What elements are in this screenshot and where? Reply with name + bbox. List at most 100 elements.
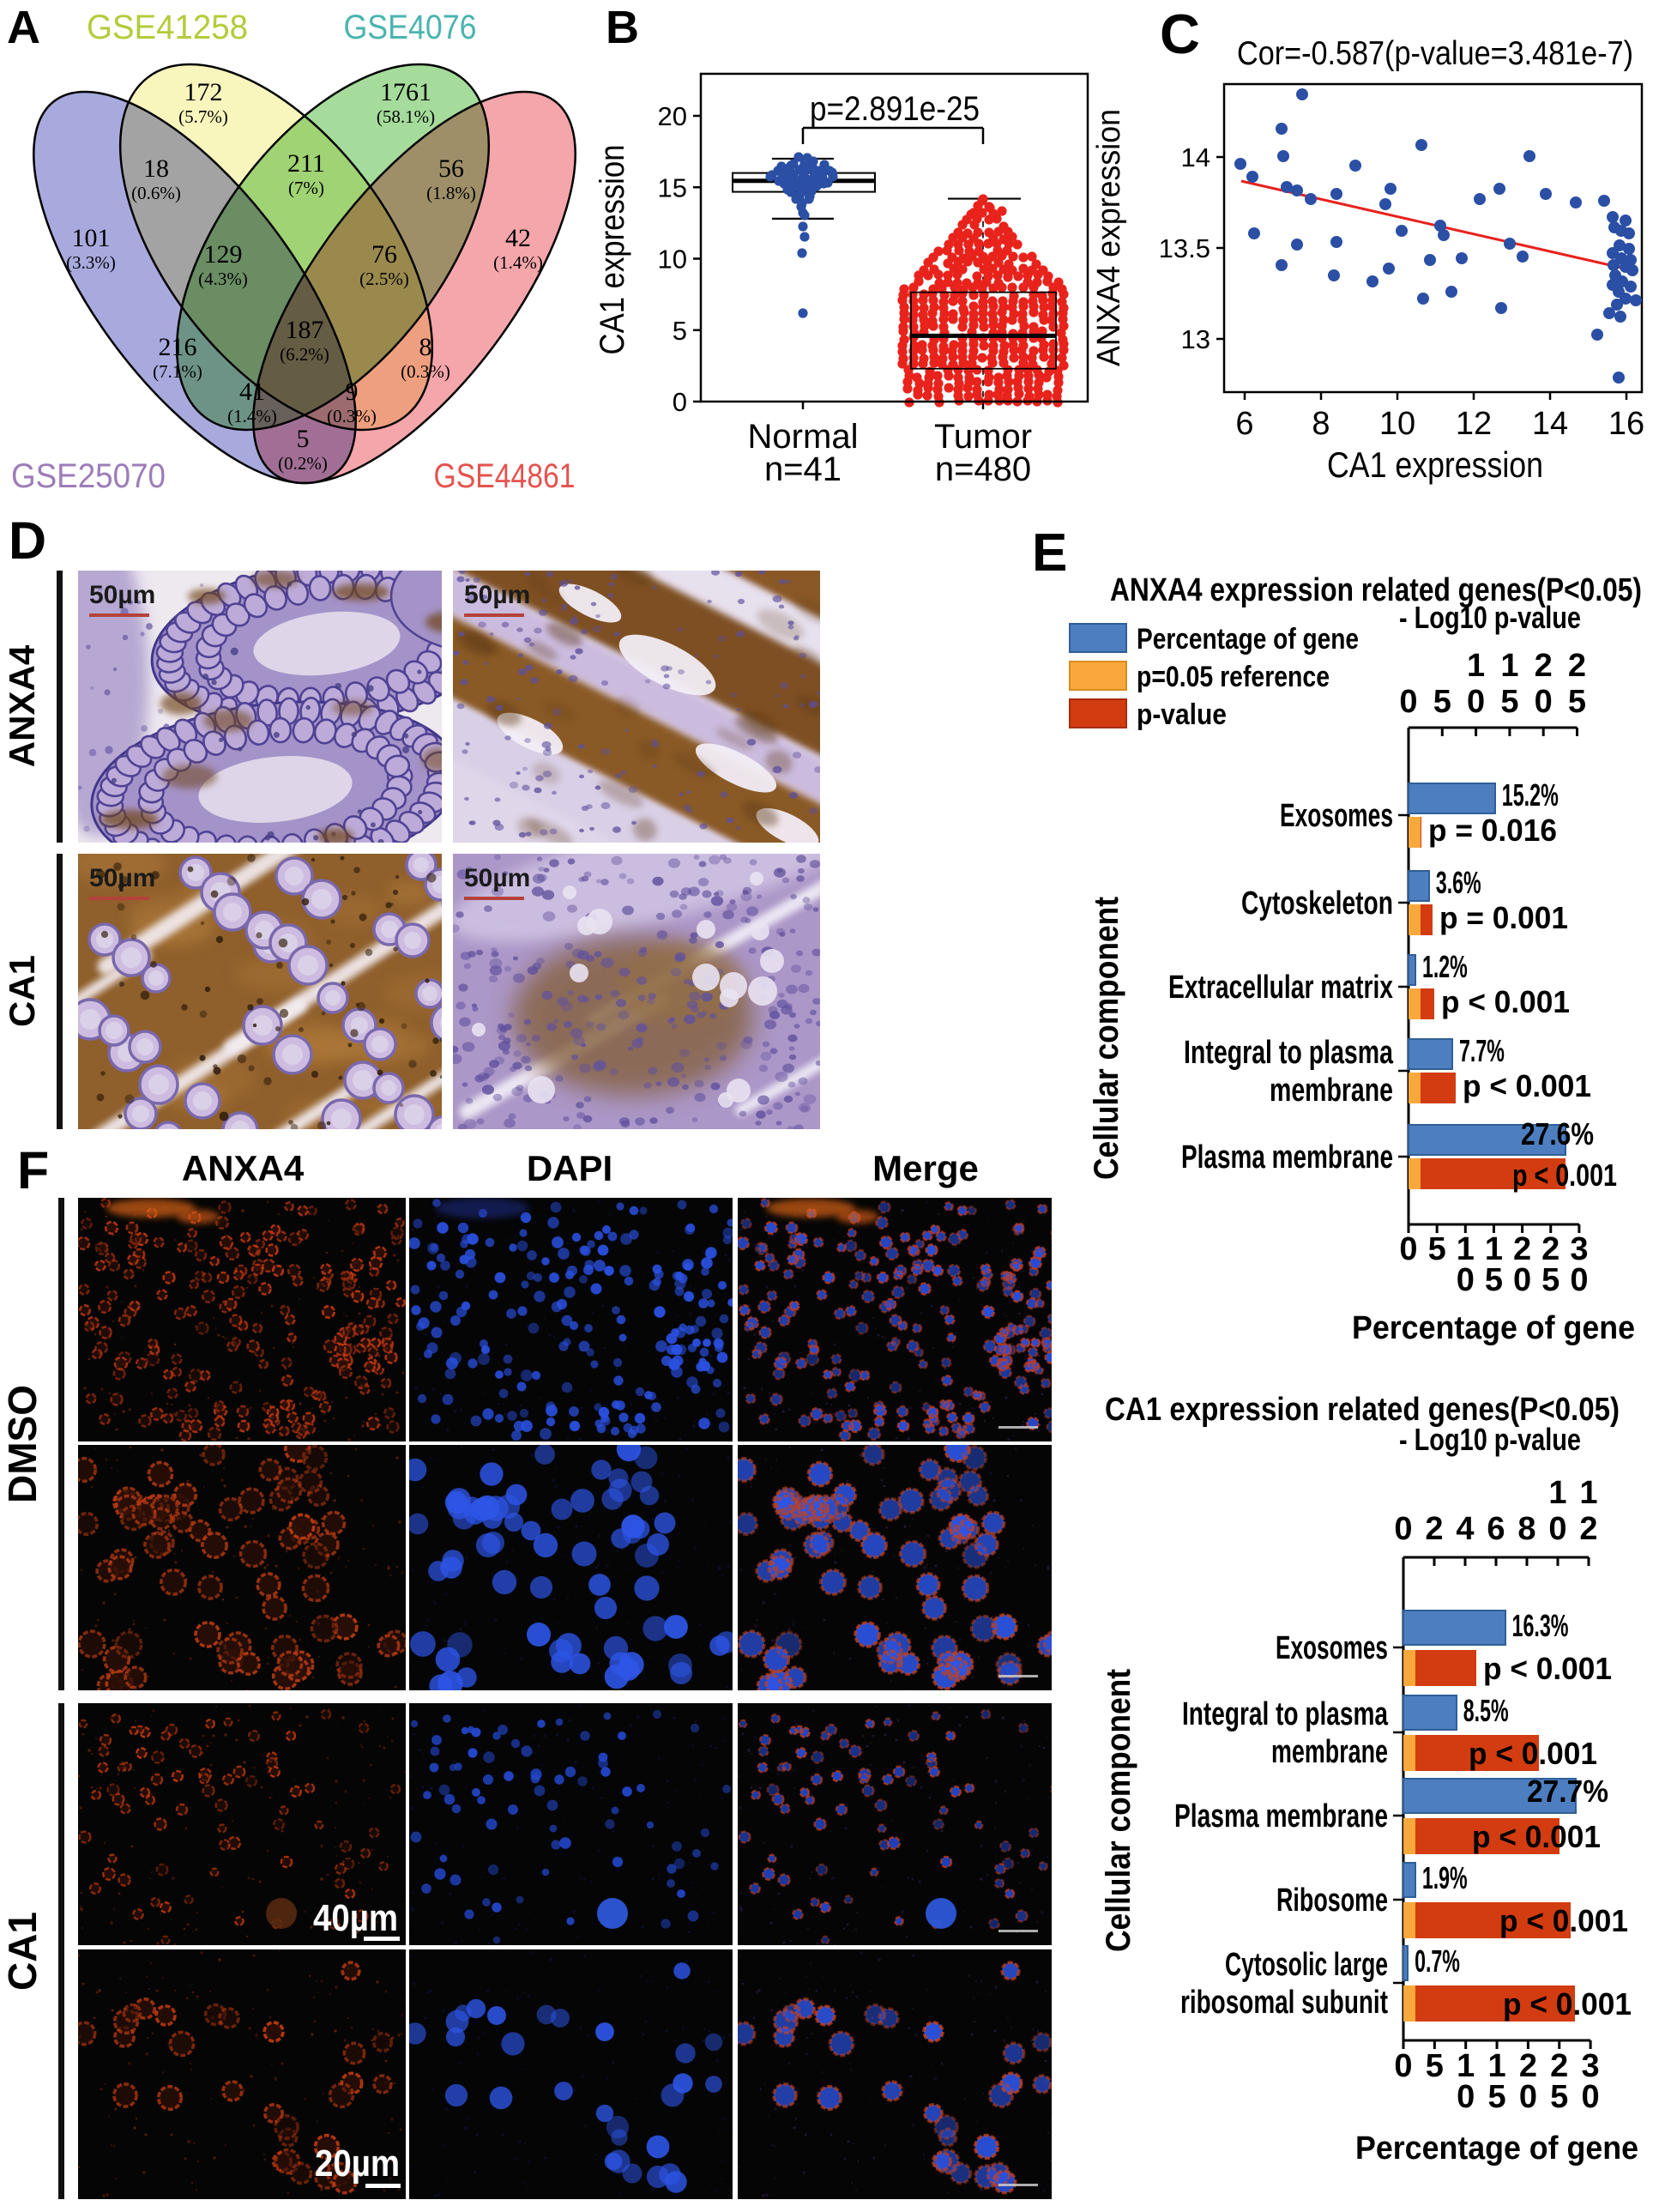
svg-text:(5.7%): (5.7%)	[178, 106, 228, 127]
svg-text:ANXA4: ANXA4	[182, 1148, 305, 1188]
svg-text:4: 4	[1456, 1511, 1474, 1547]
svg-text:216: 216	[159, 333, 197, 361]
svg-text:6: 6	[1235, 406, 1253, 442]
svg-text:0: 0	[1548, 1511, 1566, 1547]
svg-text:Integral to plasma: Integral to plasma	[1184, 1035, 1394, 1071]
svg-text:5: 5	[673, 316, 687, 346]
svg-text:Integral to plasma: Integral to plasma	[1182, 1696, 1389, 1732]
svg-text:10: 10	[1379, 406, 1415, 442]
svg-text:41: 41	[239, 378, 265, 406]
svg-text:5: 5	[1541, 1262, 1559, 1298]
svg-text:p < 0.001: p < 0.001	[1472, 1819, 1601, 1854]
svg-text:p=2.891e-25: p=2.891e-25	[810, 90, 980, 128]
svg-text:(6.2%): (6.2%)	[280, 344, 329, 365]
svg-text:9: 9	[346, 378, 359, 406]
svg-text:p < 0.001: p < 0.001	[1469, 1736, 1597, 1771]
svg-text:2: 2	[1579, 1511, 1597, 1547]
svg-text:(7%): (7%)	[288, 178, 324, 198]
svg-text:(1.4%): (1.4%)	[493, 252, 543, 273]
svg-text:5: 5	[1428, 1231, 1446, 1267]
svg-text:0: 0	[1457, 2079, 1475, 2115]
svg-text:CA1 expression: CA1 expression	[594, 145, 631, 355]
svg-text:20µm: 20µm	[315, 2142, 400, 2185]
svg-text:p-value: p-value	[1137, 698, 1227, 731]
svg-text:5: 5	[1500, 684, 1518, 720]
svg-text:1: 1	[1457, 1231, 1475, 1267]
svg-text:172: 172	[184, 78, 223, 106]
svg-text:ANXA4: ANXA4	[2, 644, 42, 767]
svg-text:0: 0	[1519, 2079, 1537, 2115]
svg-text:2: 2	[1541, 1231, 1559, 1267]
svg-text:membrane: membrane	[1271, 1734, 1388, 1770]
svg-text:p=0.05 reference: p=0.05 reference	[1137, 661, 1330, 693]
svg-text:E: E	[1032, 523, 1067, 583]
svg-text:Plasma membrane: Plasma membrane	[1174, 1798, 1388, 1834]
svg-text:(7.1%): (7.1%)	[153, 361, 202, 382]
svg-text:1.9%: 1.9%	[1422, 1860, 1468, 1895]
svg-text:C: C	[1160, 3, 1200, 65]
svg-text:p < 0.001: p < 0.001	[1503, 1986, 1632, 2022]
svg-text:p < 0.001: p < 0.001	[1483, 1651, 1612, 1686]
svg-text:Plasma membrane: Plasma membrane	[1181, 1139, 1393, 1176]
svg-text:3.6%: 3.6%	[1436, 865, 1481, 900]
svg-text:1: 1	[1487, 2048, 1505, 2084]
svg-text:5: 5	[297, 425, 310, 453]
svg-text:Normal: Normal	[748, 418, 859, 456]
svg-text:F: F	[17, 1141, 49, 1200]
svg-text:5: 5	[1485, 1262, 1503, 1298]
svg-text:Ribosome: Ribosome	[1276, 1883, 1388, 1919]
svg-text:(58.1%): (58.1%)	[377, 106, 435, 127]
svg-text:27.6%: 27.6%	[1521, 1116, 1594, 1151]
svg-text:18: 18	[143, 154, 169, 183]
svg-text:Cytoskeleton: Cytoskeleton	[1241, 885, 1393, 922]
svg-text:CA1: CA1	[2, 955, 42, 1027]
svg-text:15: 15	[658, 172, 687, 202]
svg-text:1: 1	[1457, 2048, 1475, 2084]
svg-text:B: B	[606, 2, 639, 53]
svg-text:0: 0	[1535, 684, 1553, 720]
svg-text:0: 0	[1570, 1262, 1588, 1298]
svg-text:15.2%: 15.2%	[1502, 777, 1559, 813]
svg-text:- Log10 p-value: - Log10 p-value	[1399, 600, 1581, 635]
svg-text:2: 2	[1519, 2048, 1537, 2084]
svg-text:n=41: n=41	[764, 450, 842, 488]
svg-text:ANXA4 expression related genes: ANXA4 expression related genes(P<0.05)	[1110, 572, 1642, 608]
svg-text:0: 0	[1457, 1262, 1475, 1298]
svg-text:1.2%: 1.2%	[1422, 949, 1468, 984]
svg-text:(1.4%): (1.4%)	[227, 406, 277, 426]
svg-text:n=480: n=480	[935, 450, 1031, 488]
svg-text:12: 12	[1456, 406, 1492, 442]
svg-text:2: 2	[1535, 648, 1553, 684]
svg-text:Exosomes: Exosomes	[1280, 798, 1393, 834]
svg-text:129: 129	[204, 240, 243, 269]
svg-text:0: 0	[1394, 1511, 1412, 1547]
svg-text:Cytosolic large: Cytosolic large	[1225, 1947, 1388, 1983]
svg-text:Cellular component: Cellular component	[1100, 1669, 1137, 1952]
svg-text:0: 0	[673, 387, 687, 417]
svg-text:p < 0.001: p < 0.001	[1441, 984, 1570, 1019]
svg-text:7.7%: 7.7%	[1459, 1033, 1505, 1068]
svg-text:Cor=-0.587(p-value=3.481e-7): Cor=-0.587(p-value=3.481e-7)	[1237, 35, 1633, 72]
svg-text:Percentage of gene: Percentage of gene	[1352, 1310, 1635, 1346]
svg-text:50µm: 50µm	[464, 864, 530, 892]
svg-text:76: 76	[371, 240, 397, 269]
svg-text:187: 187	[286, 316, 324, 344]
svg-text:0: 0	[1582, 2079, 1600, 2115]
svg-text:13: 13	[1181, 324, 1210, 354]
svg-text:Exosomes: Exosomes	[1276, 1630, 1388, 1666]
svg-text:Tumor: Tumor	[934, 418, 1032, 456]
svg-text:ANXA4 expression: ANXA4 expression	[1091, 109, 1127, 366]
svg-text:(0.3%): (0.3%)	[401, 361, 450, 382]
svg-text:0: 0	[1399, 684, 1417, 720]
svg-text:56: 56	[438, 154, 464, 183]
svg-text:2: 2	[1513, 1231, 1531, 1267]
svg-text:1761: 1761	[380, 78, 431, 106]
svg-text:3: 3	[1570, 1231, 1588, 1267]
svg-text:0: 0	[1394, 2048, 1412, 2084]
svg-text:8.5%: 8.5%	[1463, 1693, 1509, 1728]
svg-text:14: 14	[1181, 142, 1210, 172]
svg-text:0: 0	[1467, 684, 1485, 720]
svg-text:20: 20	[658, 101, 687, 131]
svg-text:0: 0	[1513, 1262, 1531, 1298]
svg-text:1: 1	[1500, 648, 1518, 684]
